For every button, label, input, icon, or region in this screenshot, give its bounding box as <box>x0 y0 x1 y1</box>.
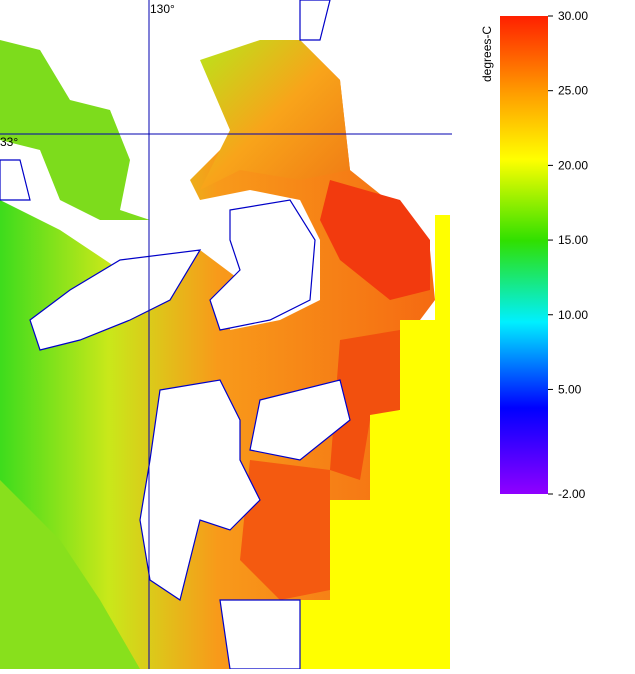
colorbar-tick-label: 15.00 <box>558 233 588 247</box>
colorbar-tick-label: 5.00 <box>558 382 582 396</box>
colorbar-title: degrees-C <box>480 26 494 82</box>
colorbar-tick-label: 10.00 <box>558 308 588 322</box>
colorbar-tick-label: 20.00 <box>558 158 588 172</box>
colorbar-tick-label: -2.00 <box>558 487 586 501</box>
latitude-label: 33° <box>0 135 18 149</box>
colorbar-tick-label: 25.00 <box>558 84 588 98</box>
colorbar <box>500 16 548 494</box>
colorbar-tick-label: 30.00 <box>558 9 588 23</box>
longitude-label: 130° <box>150 2 175 16</box>
sst-field <box>0 40 450 669</box>
